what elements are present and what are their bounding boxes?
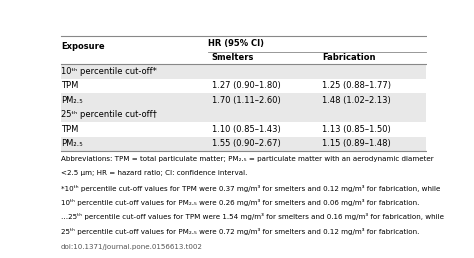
- Text: 1.27 (0.90–1.80): 1.27 (0.90–1.80): [212, 81, 281, 90]
- Bar: [61, 93, 426, 108]
- Text: PM₂.₅: PM₂.₅: [61, 96, 82, 105]
- Text: 25ᵗʰ percentile cut-off†: 25ᵗʰ percentile cut-off†: [61, 110, 157, 119]
- Bar: [61, 64, 426, 79]
- Bar: [61, 108, 426, 122]
- Text: doi:10.1371/journal.pone.0156613.t002: doi:10.1371/journal.pone.0156613.t002: [61, 244, 203, 250]
- Text: …25ᵗʰ percentile cut-off values for TPM were 1.54 mg/m³ for smelters and 0.16 mg: …25ᵗʰ percentile cut-off values for TPM …: [61, 213, 444, 220]
- Text: Smelters: Smelters: [212, 53, 254, 62]
- Text: TPM: TPM: [61, 125, 79, 134]
- Text: Abbreviations: TPM = total particulate matter; PM₂.₅ = particulate matter with a: Abbreviations: TPM = total particulate m…: [61, 156, 434, 162]
- Text: Fabrication: Fabrication: [322, 53, 375, 62]
- Text: 1.55 (0.90–2.67): 1.55 (0.90–2.67): [212, 139, 281, 148]
- Text: Exposure: Exposure: [61, 42, 105, 51]
- Text: 1.25 (0.88–1.77): 1.25 (0.88–1.77): [322, 81, 391, 90]
- Text: 1.13 (0.85–1.50): 1.13 (0.85–1.50): [322, 125, 391, 134]
- Text: 1.48 (1.02–2.13): 1.48 (1.02–2.13): [322, 96, 391, 105]
- Bar: [61, 137, 426, 151]
- Text: PM₂.₅: PM₂.₅: [61, 139, 82, 148]
- Text: 1.70 (1.11–2.60): 1.70 (1.11–2.60): [212, 96, 281, 105]
- Text: 10ᵗʰ percentile cut-off*: 10ᵗʰ percentile cut-off*: [61, 67, 157, 76]
- Text: <2.5 μm; HR = hazard ratio; CI: confidence interval.: <2.5 μm; HR = hazard ratio; CI: confiden…: [61, 171, 247, 176]
- Text: 1.15 (0.89–1.48): 1.15 (0.89–1.48): [322, 139, 391, 148]
- Text: *10ᵗʰ percentile cut-off values for TPM were 0.37 mg/m³ for smelters and 0.12 mg: *10ᵗʰ percentile cut-off values for TPM …: [61, 185, 440, 192]
- Text: 25ᵗʰ percentile cut-off values for PM₂.₅ were 0.72 mg/m³ for smelters and 0.12 m: 25ᵗʰ percentile cut-off values for PM₂.₅…: [61, 228, 419, 235]
- Text: 10ᵗʰ percentile cut-off values for PM₂.₅ were 0.26 mg/m³ for smelters and 0.06 m: 10ᵗʰ percentile cut-off values for PM₂.₅…: [61, 199, 419, 206]
- Text: 1.10 (0.85–1.43): 1.10 (0.85–1.43): [212, 125, 281, 134]
- Text: HR (95% CI): HR (95% CI): [208, 39, 264, 48]
- Text: TPM: TPM: [61, 81, 79, 90]
